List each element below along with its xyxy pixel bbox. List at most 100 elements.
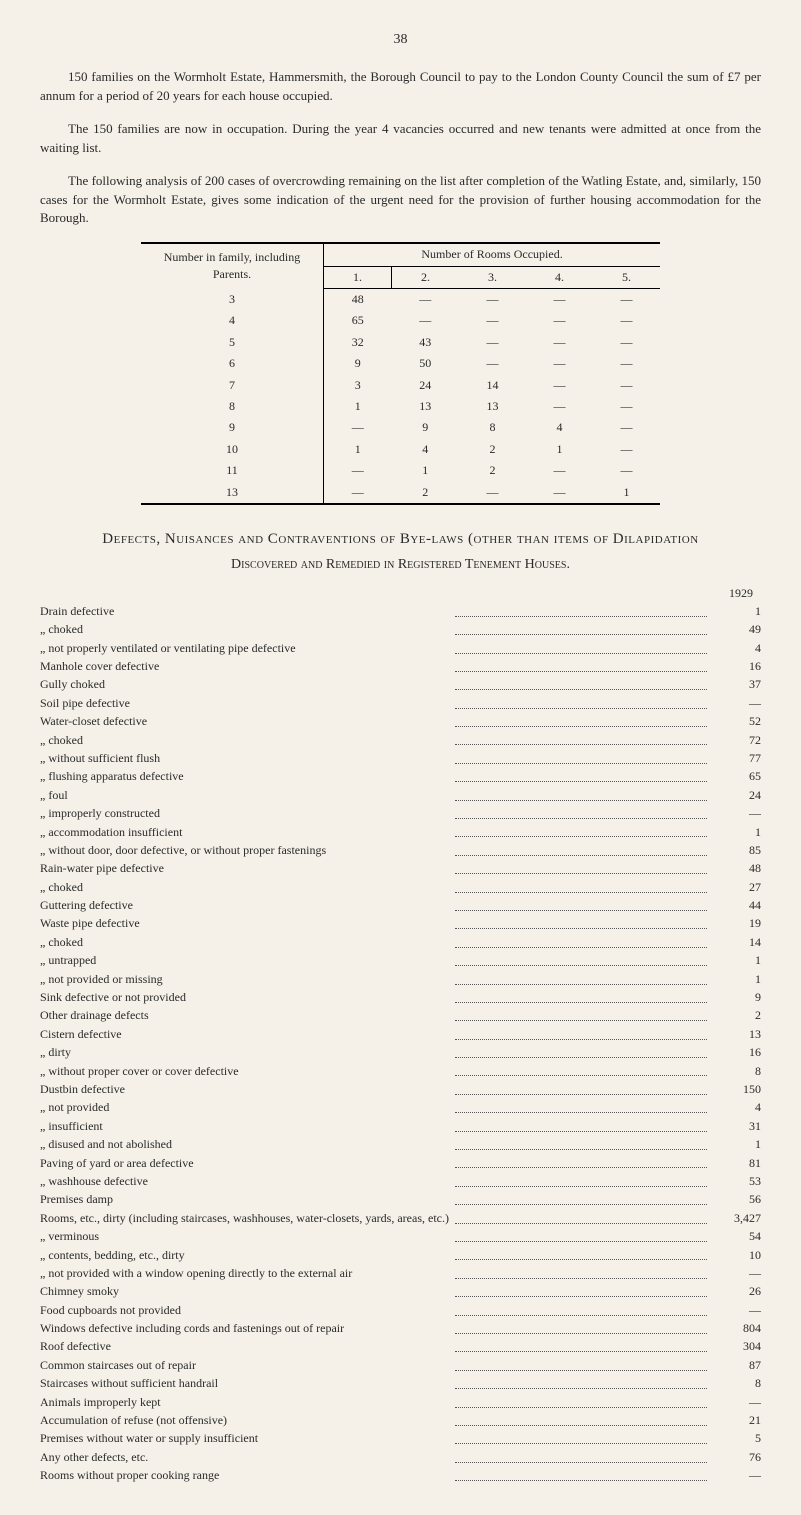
rooms-count-cell: 8 xyxy=(459,417,526,438)
rooms-count-cell: — xyxy=(392,310,460,331)
defect-row: „ without door, door defective, or witho… xyxy=(40,841,761,859)
defect-value: 72 xyxy=(713,731,761,749)
defect-row: Chimney smoky26 xyxy=(40,1283,761,1301)
rooms-count-cell: — xyxy=(593,332,660,353)
defect-row: Water-closet defective52 xyxy=(40,713,761,731)
defect-row: Dustbin defective150 xyxy=(40,1080,761,1098)
family-size-cell: 3 xyxy=(141,288,324,310)
defect-label: Premises without water or supply insuffi… xyxy=(40,1430,449,1448)
defect-label: „ verminous xyxy=(40,1228,449,1246)
defect-row: Food cupboards not provided— xyxy=(40,1301,761,1319)
defect-label: „ contents, bedding, etc., dirty xyxy=(40,1246,449,1264)
family-size-cell: 8 xyxy=(141,396,324,417)
defect-value: 14 xyxy=(713,933,761,951)
rooms-count-cell: 1 xyxy=(593,482,660,504)
leader-dots xyxy=(449,731,713,749)
defect-value: 81 xyxy=(713,1154,761,1172)
leader-dots xyxy=(449,1209,713,1227)
leader-dots xyxy=(449,1099,713,1117)
defect-value: 53 xyxy=(713,1172,761,1190)
leader-dots xyxy=(449,1375,713,1393)
defect-row: Sink defective or not provided9 xyxy=(40,989,761,1007)
defect-row: Any other defects, etc.76 xyxy=(40,1448,761,1466)
defect-label: Premises damp xyxy=(40,1191,449,1209)
rooms-count-cell: — xyxy=(593,396,660,417)
table-row: 465———— xyxy=(141,310,660,331)
defect-value: 16 xyxy=(713,1044,761,1062)
rooms-count-cell: 2 xyxy=(459,460,526,481)
rooms-count-cell: — xyxy=(459,332,526,353)
leader-dots xyxy=(449,1356,713,1374)
defect-row: „ untrapped1 xyxy=(40,952,761,970)
rooms-count-cell: 1 xyxy=(324,439,392,460)
rooms-count-cell: 3 xyxy=(324,375,392,396)
rooms-count-cell: 1 xyxy=(324,396,392,417)
table-row: 9—984— xyxy=(141,417,660,438)
rooms-count-cell: — xyxy=(526,375,593,396)
leader-dots xyxy=(449,1301,713,1319)
rooms-count-cell: 2 xyxy=(459,439,526,460)
leader-dots xyxy=(449,1246,713,1264)
defect-row: Drain defective1 xyxy=(40,602,761,620)
leader-dots xyxy=(449,1007,713,1025)
defect-row: Guttering defective44 xyxy=(40,897,761,915)
leader-dots xyxy=(449,1283,713,1301)
paragraph-2: The 150 families are now in occupation. … xyxy=(40,120,761,158)
leader-dots xyxy=(449,897,713,915)
defect-value: 26 xyxy=(713,1283,761,1301)
defect-row: „ not provided or missing1 xyxy=(40,970,761,988)
defect-row: „ without sufficient flush77 xyxy=(40,749,761,767)
defect-value: 1 xyxy=(713,602,761,620)
table-row: 13—2——1 xyxy=(141,482,660,504)
leader-dots xyxy=(449,1154,713,1172)
rooms-count-cell: — xyxy=(593,439,660,460)
paragraph-3: The following analysis of 200 cases of o… xyxy=(40,172,761,229)
rooms-count-cell: 1 xyxy=(392,460,460,481)
defect-label: Sink defective or not provided xyxy=(40,989,449,1007)
defect-label: Waste pipe defective xyxy=(40,915,449,933)
defect-label: „ dirty xyxy=(40,1044,449,1062)
leader-dots xyxy=(449,841,713,859)
defect-value: 3,427 xyxy=(713,1209,761,1227)
defect-label: „ untrapped xyxy=(40,952,449,970)
defect-row: Premises damp56 xyxy=(40,1191,761,1209)
rooms-count-cell: — xyxy=(593,417,660,438)
defect-row: „ washhouse defective 53 xyxy=(40,1172,761,1190)
leader-dots xyxy=(449,1117,713,1135)
family-size-cell: 13 xyxy=(141,482,324,504)
leader-dots xyxy=(449,713,713,731)
defect-label: „ not provided or missing xyxy=(40,970,449,988)
defect-row: Soil pipe defective— xyxy=(40,694,761,712)
leader-dots xyxy=(449,1228,713,1246)
defect-value: 19 xyxy=(713,915,761,933)
rooms-count-cell: — xyxy=(526,310,593,331)
rooms-count-cell: — xyxy=(526,288,593,310)
col-header-family: Number in family, including Parents. xyxy=(141,243,324,288)
rooms-count-cell: — xyxy=(324,417,392,438)
defect-value: 31 xyxy=(713,1117,761,1135)
defect-label: Soil pipe defective xyxy=(40,694,449,712)
defect-value: 37 xyxy=(713,676,761,694)
defect-label: „ not properly ventilated or ventilating… xyxy=(40,639,449,657)
family-size-cell: 5 xyxy=(141,332,324,353)
defect-value: — xyxy=(713,805,761,823)
table-row: 53243——— xyxy=(141,332,660,353)
defect-label: Gully choked xyxy=(40,676,449,694)
table-row: 6950——— xyxy=(141,353,660,374)
family-size-cell: 11 xyxy=(141,460,324,481)
rooms-count-cell: 24 xyxy=(392,375,460,396)
table-row: 732414—— xyxy=(141,375,660,396)
defect-row: „ verminous54 xyxy=(40,1228,761,1246)
defect-label: „ choked xyxy=(40,878,449,896)
leader-dots xyxy=(449,1467,713,1485)
defect-label: „ washhouse defective xyxy=(40,1172,449,1190)
leader-dots xyxy=(449,878,713,896)
defect-label: Roof defective xyxy=(40,1338,449,1356)
defect-label: „ without proper cover or cover defectiv… xyxy=(40,1062,449,1080)
rooms-count-cell: — xyxy=(593,288,660,310)
defect-row: „ insufficient31 xyxy=(40,1117,761,1135)
defect-row: „ accommodation insufficient1 xyxy=(40,823,761,841)
rooms-count-cell: — xyxy=(526,396,593,417)
defect-label: Guttering defective xyxy=(40,897,449,915)
defect-row: „ dirty 16 xyxy=(40,1044,761,1062)
